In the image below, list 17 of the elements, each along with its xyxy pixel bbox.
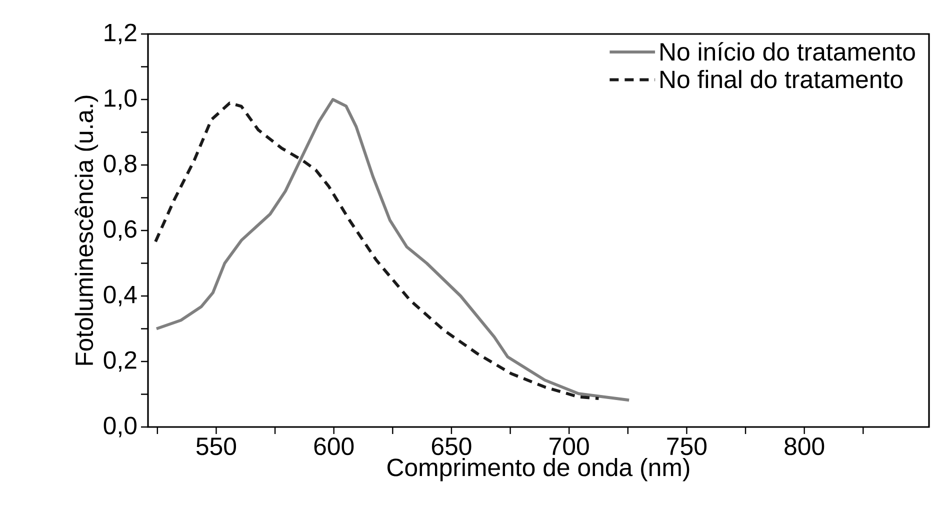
- x-tick-label: 750: [667, 438, 707, 456]
- legend-label: No início do tratamento: [660, 42, 915, 61]
- legend-label: No final do tratamento: [660, 70, 902, 88]
- y-tick-label: 1,0: [104, 89, 137, 110]
- y-axis-title: Fotoluminescência (u.a.): [74, 96, 98, 365]
- y-tick-label: 0,6: [104, 220, 136, 241]
- x-axis-title: Comprimento de onda (nm): [388, 458, 690, 482]
- y-tick-label: 0,2: [104, 351, 136, 372]
- x-tick-label: 650: [432, 438, 472, 456]
- y-tick-label: 0,0: [104, 416, 137, 438]
- x-tick-label: 700: [550, 438, 589, 456]
- x-tick-label: 600: [314, 438, 354, 456]
- y-tick-label: 1,2: [104, 24, 136, 44]
- y-tick-label: 0,8: [104, 154, 136, 176]
- x-tick-label: 800: [784, 438, 824, 456]
- y-tick-label: 0,4: [104, 286, 137, 306]
- x-tick-label: 550: [196, 438, 236, 456]
